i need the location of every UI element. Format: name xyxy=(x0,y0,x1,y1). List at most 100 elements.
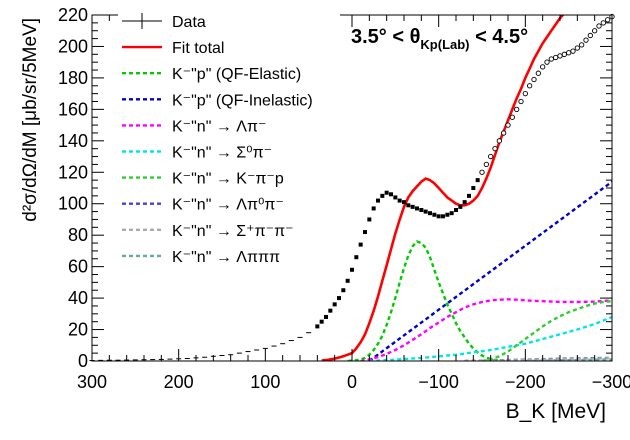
legend-label: K⁻"p" (QF-Inelastic) xyxy=(172,92,313,109)
data-point xyxy=(587,32,593,39)
series-line-2 xyxy=(368,180,612,361)
series-line-5 xyxy=(481,300,612,361)
legend-label: K⁻"n" → K⁻π⁻p xyxy=(172,171,284,188)
y-tick-label: 20 xyxy=(68,320,88,340)
y-tick-label: 200 xyxy=(58,36,88,56)
data-point xyxy=(324,314,328,319)
data-point xyxy=(540,64,546,70)
data-point xyxy=(367,217,372,222)
data-point xyxy=(531,76,537,83)
data-point xyxy=(354,255,359,260)
data-point xyxy=(345,278,350,283)
y-tick-label: 100 xyxy=(58,194,88,214)
annotation-main: 3.5° < θ xyxy=(351,26,420,48)
data-point xyxy=(548,56,554,62)
series-line-0 xyxy=(321,15,565,361)
y-tick-label: 160 xyxy=(58,99,88,119)
annotation-sub: Kp(Lab) xyxy=(420,37,469,52)
y-tick-label: 220 xyxy=(58,5,88,25)
data-point xyxy=(384,190,389,195)
data-point xyxy=(527,83,533,89)
x-tick-label: −300 xyxy=(592,372,630,392)
data-point xyxy=(432,212,437,217)
data-point xyxy=(423,209,428,214)
data-point xyxy=(579,42,585,48)
data-point xyxy=(566,50,572,56)
data-point xyxy=(574,45,580,51)
y-tick-label: 60 xyxy=(68,257,88,277)
data-point xyxy=(350,267,354,272)
data-point xyxy=(358,242,363,247)
data-point xyxy=(600,20,606,26)
data-point xyxy=(441,214,445,219)
data-point xyxy=(328,308,333,313)
data-point xyxy=(496,138,502,144)
data-point xyxy=(454,208,458,213)
y-tick-label: 40 xyxy=(68,288,88,308)
x-tick-label: 200 xyxy=(164,372,194,392)
data-point xyxy=(483,161,489,168)
data-point xyxy=(397,198,402,203)
data-point xyxy=(406,203,411,208)
x-tick-label: 300 xyxy=(77,372,107,392)
data-point xyxy=(445,212,450,217)
data-point xyxy=(583,37,589,43)
series-line-1 xyxy=(347,240,509,361)
x-tick-label: −100 xyxy=(418,372,459,392)
data-point xyxy=(522,90,528,97)
legend-label: K⁻"n" → Σ⁰π⁻ xyxy=(172,145,272,162)
y-tick-label: 80 xyxy=(68,225,88,245)
data-point xyxy=(410,204,415,209)
series-line-4 xyxy=(369,315,612,361)
annotation-tail: < 4.5° xyxy=(470,26,529,48)
x-axis-title: B_K [MeV] xyxy=(506,400,606,423)
y-axis-title: d²σ/dΩ/dM [μb/sr/5MeV] xyxy=(20,18,41,222)
data-point xyxy=(402,200,406,205)
data-point xyxy=(341,288,346,293)
legend-label: K⁻"n" → Σ⁺π⁻π⁻ xyxy=(172,223,294,240)
legend-label: K⁻"p" (QF-Elastic) xyxy=(172,66,301,83)
data-point xyxy=(393,195,398,200)
data-point xyxy=(428,211,432,216)
data-point xyxy=(337,296,341,301)
data-point xyxy=(415,206,419,211)
legend-box xyxy=(118,9,340,271)
y-tick-label: 120 xyxy=(58,162,88,182)
data-point xyxy=(509,114,515,120)
data-point xyxy=(376,198,380,203)
data-point xyxy=(605,17,611,23)
data-point xyxy=(488,153,494,160)
data-point xyxy=(471,186,476,190)
legend-label: K⁻"n" → Λπ⁰π⁻ xyxy=(172,197,284,214)
chart-annotation: 3.5° < θKp(Lab) < 4.5° xyxy=(351,26,528,52)
data-point xyxy=(570,48,576,54)
legend-label: Fit total xyxy=(172,40,224,57)
y-tick-label: 180 xyxy=(58,68,88,88)
data-point xyxy=(501,130,507,136)
data-point xyxy=(371,206,376,211)
data-point xyxy=(449,211,454,216)
data-point xyxy=(479,169,485,175)
data-point xyxy=(535,70,541,76)
data-point xyxy=(492,146,498,152)
data-point xyxy=(553,54,559,61)
legend-label: K⁻"n" → Λπππ xyxy=(172,249,280,266)
svg-text:3.5° < θKp(Lab) < 4.5°: 3.5° < θKp(Lab) < 4.5° xyxy=(351,26,528,52)
data-point xyxy=(592,28,598,34)
data-point xyxy=(467,193,471,198)
data-point xyxy=(332,302,337,307)
data-point xyxy=(458,204,463,209)
legend-label: K⁻"n" → Λπ⁻ xyxy=(172,118,266,135)
data-point xyxy=(557,53,563,59)
data-point xyxy=(561,51,567,57)
data-point xyxy=(315,324,320,329)
y-tick-label: 140 xyxy=(58,131,88,151)
data-point xyxy=(505,122,511,128)
data-point xyxy=(514,106,520,113)
data-point xyxy=(544,59,550,65)
x-tick-label: 100 xyxy=(250,372,280,392)
x-tick-label: −200 xyxy=(505,372,546,392)
data-point xyxy=(518,98,524,105)
